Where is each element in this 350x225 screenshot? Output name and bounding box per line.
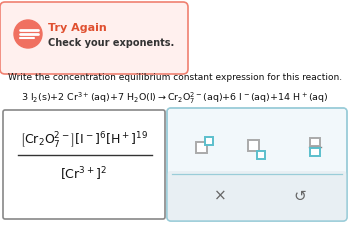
FancyBboxPatch shape <box>196 142 207 153</box>
Text: Try Again: Try Again <box>48 23 107 33</box>
FancyBboxPatch shape <box>167 108 347 221</box>
Text: Write the concentration equilibrium constant expression for this reaction.: Write the concentration equilibrium cons… <box>8 73 342 82</box>
Text: ↺: ↺ <box>294 188 306 203</box>
FancyBboxPatch shape <box>0 3 188 75</box>
Text: $\left[\mathrm{Cr_2O_7^{2-}}\right]\left[\mathrm{I^-}\right]^6\left[\mathrm{H^+}: $\left[\mathrm{Cr_2O_7^{2-}}\right]\left… <box>20 130 148 150</box>
FancyBboxPatch shape <box>167 171 347 221</box>
FancyBboxPatch shape <box>257 151 265 159</box>
Text: ×: × <box>214 188 226 203</box>
Circle shape <box>14 21 42 49</box>
Text: Check your exponents.: Check your exponents. <box>48 38 174 48</box>
FancyBboxPatch shape <box>205 137 213 145</box>
Text: 3 I$_2$(s)+2 Cr$^{3+}$(aq)+7 H$_2$O(l)$\rightarrow$Cr$_2$O$_7^{2-}$(aq)+6 I$^-$(: 3 I$_2$(s)+2 Cr$^{3+}$(aq)+7 H$_2$O(l)$\… <box>21 90 329 105</box>
FancyBboxPatch shape <box>310 148 320 156</box>
Text: $\left[\mathrm{Cr^{3+}}\right]^2$: $\left[\mathrm{Cr^{3+}}\right]^2$ <box>61 164 107 182</box>
FancyBboxPatch shape <box>3 110 165 219</box>
FancyBboxPatch shape <box>310 138 320 146</box>
FancyBboxPatch shape <box>248 140 259 151</box>
